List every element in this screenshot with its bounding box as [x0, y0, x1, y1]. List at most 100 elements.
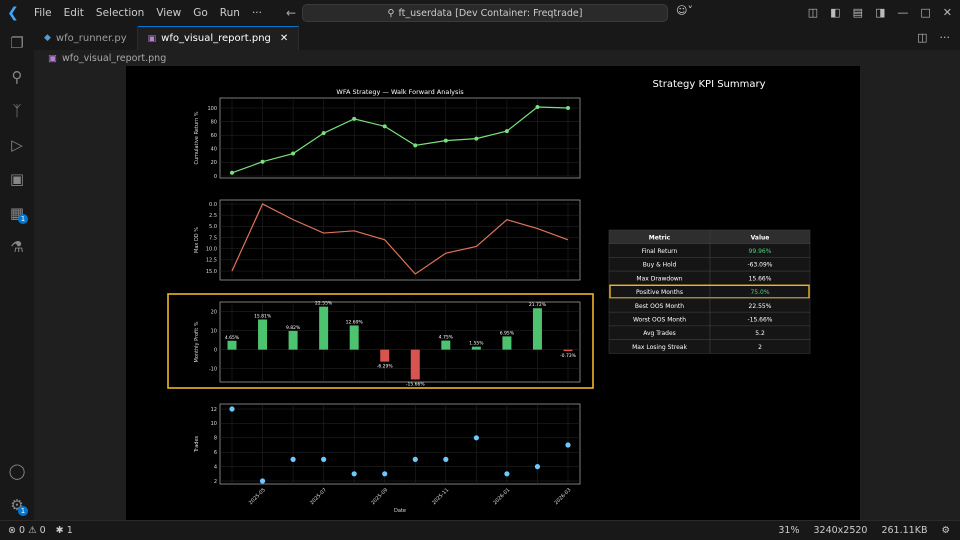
table-metric-label: Final Return — [642, 248, 678, 255]
editor-actions: ◫ ··· — [917, 26, 950, 50]
minimize-icon[interactable]: — — [897, 6, 909, 19]
toggle-sidebar-icon[interactable]: ◧ — [830, 6, 841, 19]
cumulative-return-point — [230, 170, 234, 175]
menu-item-5[interactable]: Run — [219, 7, 240, 19]
cumulative-return-line — [231, 106, 569, 174]
table-metric-value: 15.66% — [749, 275, 772, 282]
explorer-icon[interactable]: ❐ — [10, 34, 24, 52]
python-file-icon: ◆ — [44, 33, 51, 43]
image-dimensions: 3240x2520 — [813, 525, 868, 536]
menu-item-1[interactable]: Edit — [63, 7, 84, 19]
image-file-icon: ▣ — [48, 52, 57, 64]
bar-value-label: 4.75% — [439, 335, 454, 341]
trades-point — [321, 456, 327, 462]
bar-value-label: 15.81% — [254, 314, 272, 320]
breadcrumb-file[interactable]: wfo_visual_report.png — [61, 52, 167, 64]
manage-gear-icon[interactable]: ⚙ 1 — [0, 488, 34, 522]
breadcrumb: ▣ wfo_visual_report.png — [34, 50, 960, 66]
bar-value-label: 22.55% — [315, 301, 333, 307]
back-arrow-icon[interactable]: ← — [285, 6, 297, 20]
y-tick-label: 80 — [211, 119, 217, 125]
close-tab-icon[interactable]: ✕ — [279, 33, 289, 44]
search-icon: ⚲ — [387, 7, 395, 19]
cumulative-return-point — [413, 143, 418, 148]
problems-status[interactable]: ⊗ 0 ⚠ 0 — [8, 525, 46, 536]
warning-count: 0 — [39, 525, 46, 536]
remote-explorer-icon[interactable]: ▣ — [9, 170, 25, 188]
image-preview: WFA Strategy — Walk Forward Analysis Stra… — [126, 66, 860, 520]
trades-point — [565, 442, 571, 448]
y-tick-label: 10.0 — [206, 246, 217, 252]
y-tick-label: 12.5 — [206, 258, 217, 264]
y-tick-label: 4 — [214, 464, 217, 470]
trades-point — [259, 478, 266, 484]
bar-value-label: 1.55% — [469, 341, 484, 347]
y-tick-label: 2.5 — [209, 213, 217, 219]
toggle-panel-icon[interactable]: ▤ — [852, 6, 863, 19]
search-view-icon[interactable]: ⚲ — [11, 68, 23, 86]
table-header-value: Value — [751, 234, 770, 241]
maximize-icon[interactable]: □ — [920, 6, 931, 19]
tab-wfo-visual-report[interactable]: ▣ wfo_visual_report.png ✕ — [137, 26, 300, 50]
accounts-icon[interactable]: ◯ — [8, 462, 26, 480]
bar-value-label: 12.69% — [346, 319, 364, 325]
bar-value-label: 9.82% — [286, 325, 301, 331]
y-axis-label-3: Monthly Profit % — [194, 321, 200, 362]
image-filesize: 261.11KB — [881, 525, 928, 536]
cumulative-return-point — [443, 138, 448, 143]
close-icon[interactable]: ✕ — [942, 6, 952, 19]
trades-point — [443, 456, 449, 462]
monthly-profit-bar — [441, 340, 451, 350]
warning-icon: ⚠ — [28, 525, 37, 536]
more-actions-icon[interactable]: ··· — [939, 31, 951, 44]
y-tick-label: 0 — [214, 347, 217, 353]
trades-point — [229, 406, 235, 412]
testing-icon[interactable]: ⚗ — [10, 238, 24, 256]
menu-item-3[interactable]: View — [156, 7, 182, 19]
toggle-secondary-sidebar-icon[interactable]: ◨ — [874, 6, 886, 19]
run-debug-icon[interactable]: ▷ — [11, 136, 23, 154]
table-metric-label: Worst OOS Month — [633, 317, 686, 324]
axes-frame-2 — [219, 199, 581, 281]
command-center[interactable]: ⚲ ft_userdata [Dev Container: Freqtrade] — [302, 4, 668, 22]
copilot-icon[interactable]: ☺˅ — [676, 4, 693, 17]
menu-item-0[interactable]: File — [34, 7, 52, 19]
source-control-icon[interactable]: ᛉ — [12, 102, 22, 120]
table-metric-value: 99.96% — [749, 248, 772, 255]
menu-item-4[interactable]: Go — [193, 7, 208, 19]
editor-tabs: ◆ wfo_runner.py ▣ wfo_visual_report.png … — [34, 26, 960, 50]
zoom-status[interactable]: 31% — [778, 525, 800, 536]
table-header-metric: Metric — [649, 234, 671, 241]
extensions-badge: 1 — [18, 214, 28, 224]
table-metric-value: 5.2 — [755, 330, 765, 337]
kpi-title: Strategy KPI Summary — [652, 79, 765, 90]
x-axis-label: Date — [394, 508, 406, 514]
max-drawdown-line — [231, 203, 569, 275]
y-tick-label: 20 — [211, 309, 217, 315]
status-bar: ⊗ 0 ⚠ 0 ✱ 1 31% 3240x2520 261.11KB ⚙ — [0, 520, 960, 540]
tab-wfo-runner[interactable]: ◆ wfo_runner.py — [34, 26, 138, 50]
layout-icon[interactable]: ◫ — [807, 6, 819, 19]
ports-status[interactable]: ✱ 1 — [56, 525, 73, 536]
cumulative-return-point — [382, 124, 387, 129]
y-tick-label: -10 — [209, 366, 217, 372]
y-tick-label: 7.5 — [209, 235, 217, 241]
y-tick-label: 10 — [211, 421, 217, 427]
y-tick-label: 40 — [211, 147, 217, 153]
cumulative-return-point — [321, 131, 326, 136]
extensions-icon[interactable]: ▦ 1 — [0, 196, 34, 230]
x-tick-label: 2025-05 — [248, 487, 267, 506]
notifications-bell-icon[interactable]: ⚙ — [941, 525, 950, 536]
manage-badge: 1 — [18, 506, 28, 516]
menu-item-6[interactable]: ··· — [251, 7, 262, 19]
monthly-profit-bar — [410, 349, 420, 380]
menu-item-2[interactable]: Selection — [95, 7, 145, 19]
split-editor-icon[interactable]: ◫ — [917, 31, 928, 44]
monthly-profit-highlight-box — [167, 293, 594, 389]
table-metric-value: -15.66% — [747, 317, 772, 324]
y-tick-label: 5.0 — [209, 224, 217, 230]
table-metric-label: Max Losing Streak — [632, 344, 687, 351]
menu-bar: File Edit Selection View Go Run ··· — [28, 0, 268, 26]
y-axis-label-4: Trades — [194, 435, 200, 453]
ports-count: 1 — [66, 525, 73, 536]
